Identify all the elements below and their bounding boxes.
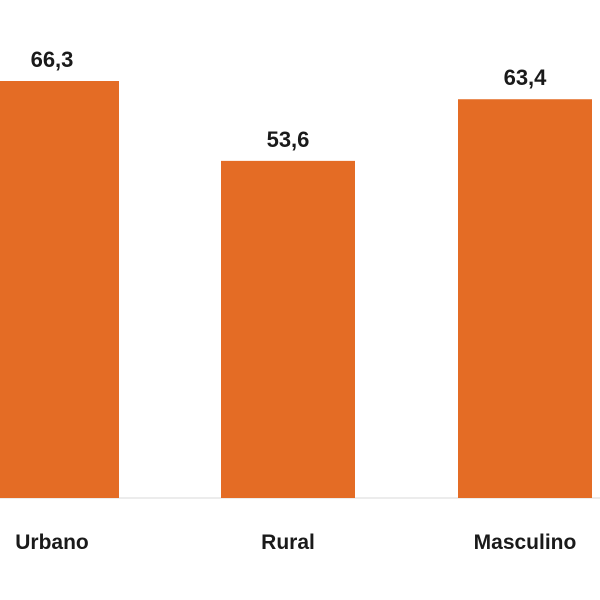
bar-masculino bbox=[458, 99, 592, 499]
bars-layer bbox=[0, 81, 592, 499]
data-label-rural: 53,6 bbox=[267, 127, 310, 152]
data-label-masculino: 63,4 bbox=[504, 65, 548, 90]
category-labels-layer: Urbano Rural Masculino bbox=[15, 531, 576, 554]
value-labels-layer: 66,3 53,6 63,4 bbox=[31, 47, 548, 152]
category-label-urbano: Urbano bbox=[15, 531, 89, 554]
bar-rural bbox=[221, 160, 355, 499]
category-label-masculino: Masculino bbox=[474, 531, 577, 554]
data-label-urbano: 66,3 bbox=[31, 47, 74, 72]
category-label-rural: Rural bbox=[261, 531, 315, 554]
bar-urbano bbox=[0, 81, 119, 498]
